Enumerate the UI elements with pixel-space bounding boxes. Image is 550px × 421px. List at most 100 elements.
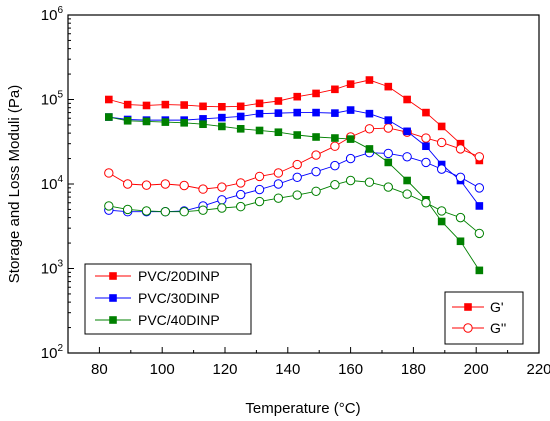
data-point <box>436 206 447 216</box>
data-point <box>311 166 321 177</box>
data-point <box>312 108 320 117</box>
legend-marker <box>463 323 473 333</box>
data-point <box>312 133 320 141</box>
data-point <box>293 92 302 101</box>
data-point <box>236 201 246 212</box>
data-point <box>273 179 284 189</box>
data-point <box>474 228 485 239</box>
data-point <box>437 122 446 131</box>
data-point <box>254 184 265 195</box>
data-point <box>346 80 355 88</box>
data-point <box>421 157 431 168</box>
data-point <box>436 137 447 148</box>
data-point <box>475 202 484 210</box>
data-point <box>312 89 320 98</box>
data-point <box>218 122 226 131</box>
data-point <box>293 131 302 139</box>
y-tick-label: 102 <box>41 343 64 362</box>
data-point <box>160 179 171 189</box>
data-point <box>217 195 227 205</box>
legend-moduli-box <box>444 291 524 345</box>
legend-moduli: G' G'' <box>444 291 524 345</box>
x-tick-label: 180 <box>401 361 426 378</box>
data-point <box>122 204 133 215</box>
data-point <box>293 108 302 117</box>
data-point <box>254 171 265 182</box>
x-tick-label: 120 <box>212 361 237 378</box>
data-point <box>345 153 356 164</box>
data-point <box>330 180 340 190</box>
legend-materials: PVC/20DINP PVC/30DINP PVC/40DINP <box>84 263 252 335</box>
legend-marker <box>109 316 117 324</box>
data-point <box>218 102 226 111</box>
y-axis-title: Storage and Loss Moduli (Pa) <box>6 85 23 283</box>
data-point <box>180 118 188 127</box>
data-point <box>199 115 207 123</box>
data-point <box>199 102 207 111</box>
data-point <box>236 178 246 188</box>
legend-marker <box>464 303 472 311</box>
data-point <box>292 190 302 200</box>
data-point <box>436 164 447 174</box>
data-point <box>383 123 393 133</box>
data-point <box>161 100 170 109</box>
data-point <box>273 168 284 178</box>
data-point <box>455 144 466 154</box>
series-pvc-20dinp-g-prime <box>105 76 484 165</box>
data-point <box>123 116 132 125</box>
x-tick-label: 100 <box>150 361 175 378</box>
data-point <box>403 127 411 136</box>
legend-label: PVC/40DINP <box>138 312 220 328</box>
data-point <box>402 152 412 162</box>
data-point <box>330 141 340 151</box>
legend-marker <box>109 272 117 280</box>
data-point <box>255 126 264 135</box>
axis-ticks: 80 100 120 140 160 180 200 220 102 103 104 105 106 <box>41 5 550 378</box>
legend-marker <box>109 294 117 302</box>
data-point <box>311 186 321 196</box>
data-point <box>292 159 302 170</box>
data-point <box>455 172 466 183</box>
data-point <box>311 150 321 160</box>
data-point <box>331 85 339 94</box>
data-point <box>141 206 152 216</box>
data-point <box>198 205 208 215</box>
x-tick-label: 200 <box>464 361 489 378</box>
legend-label: G'' <box>490 320 506 336</box>
x-tick-label: 160 <box>338 361 363 378</box>
data-point <box>403 176 411 185</box>
data-point <box>455 212 466 223</box>
data-point <box>254 196 265 207</box>
data-point <box>198 184 208 194</box>
legend-label: PVC/30DINP <box>138 290 220 306</box>
y-tick-label: 103 <box>41 259 64 278</box>
y-tick-label: 106 <box>41 5 64 24</box>
data-point <box>199 120 207 129</box>
data-point <box>105 113 113 121</box>
data-point <box>384 116 393 124</box>
data-point <box>105 95 113 104</box>
data-point <box>236 102 245 111</box>
data-point <box>422 142 430 151</box>
data-point <box>403 95 411 104</box>
data-point <box>365 145 374 153</box>
data-point <box>456 237 465 246</box>
data-point <box>217 203 227 213</box>
data-point <box>179 207 189 217</box>
x-tick-label: 80 <box>91 361 108 378</box>
series-pvc-20dinp-g-double-prime <box>104 123 485 194</box>
data-point <box>383 182 393 192</box>
data-point <box>141 180 152 190</box>
data-point <box>330 160 340 171</box>
data-point <box>331 134 339 142</box>
x-axis-title: Temperature (°C) <box>245 400 360 417</box>
data-point <box>365 109 374 118</box>
data-point <box>475 266 484 275</box>
data-point <box>122 179 133 189</box>
data-point <box>255 99 264 108</box>
data-point <box>474 152 485 162</box>
x-tick-label: 140 <box>275 361 300 378</box>
data-point <box>273 193 284 203</box>
data-point <box>346 135 355 143</box>
